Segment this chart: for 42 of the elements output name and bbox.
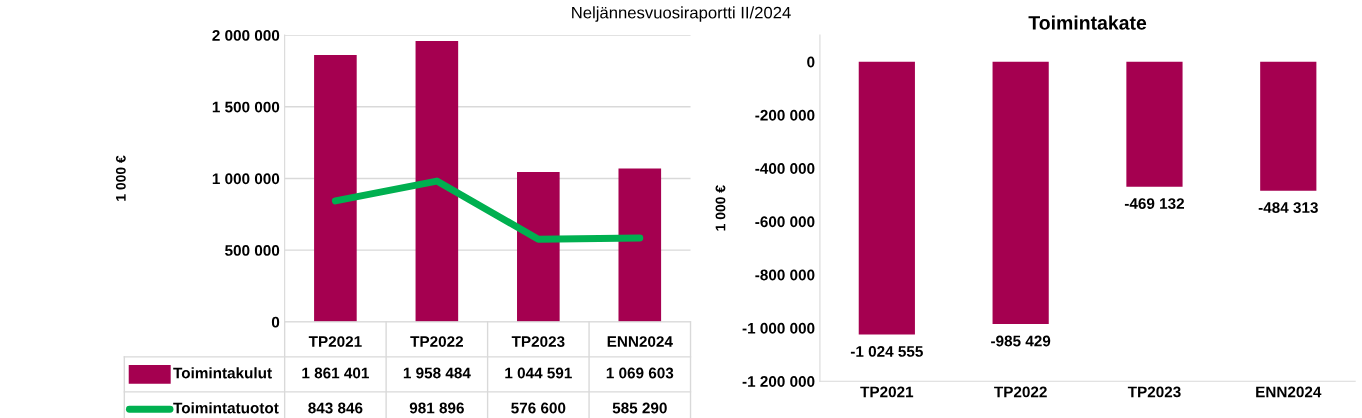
data-label: -985 429 <box>991 335 1051 347</box>
data-label: 1 044 591 <box>505 367 572 379</box>
data-label: 843 846 <box>308 402 363 414</box>
data-label: 1 958 484 <box>403 367 471 379</box>
y-tick-label: -600 000 <box>755 216 815 228</box>
y-tick-label: 1 500 000 <box>212 101 280 113</box>
x-tick-label: TP2021 <box>860 386 914 398</box>
chart-title: Toimintakate <box>1028 15 1147 30</box>
y-tick-label: -800 000 <box>755 269 815 281</box>
data-label: -469 132 <box>1124 198 1185 209</box>
legend-label: Toimintakulut <box>173 367 272 379</box>
y-tick-label: 2 000 000 <box>212 29 280 41</box>
x-tick-label: TP2022 <box>994 386 1047 398</box>
data-label: 1 861 401 <box>302 367 369 379</box>
y-tick-label: 500 000 <box>225 245 280 256</box>
legend-label: Toimintatuotot <box>173 402 279 414</box>
data-label: -484 313 <box>1258 202 1318 214</box>
bar <box>517 172 560 322</box>
y-tick-label: 1 000 000 <box>212 173 280 185</box>
x-tick-label: TP2021 <box>308 336 362 347</box>
x-tick-label: ENN2024 <box>607 336 673 347</box>
y-tick-label: 0 <box>807 56 815 68</box>
bar <box>415 41 459 322</box>
y-axis-title: 1 000 € <box>115 155 126 201</box>
y-tick-label: 0 <box>271 316 280 328</box>
x-tick-label: ENN2024 <box>1256 386 1322 398</box>
data-label: 1 069 603 <box>606 367 674 379</box>
x-tick-label: TP2023 <box>1127 386 1181 398</box>
data-label: 576 600 <box>511 402 566 414</box>
y-tick-label: -1 000 000 <box>742 322 815 334</box>
data-label: 981 896 <box>409 402 464 414</box>
y-axis-title: 1 000 € <box>715 185 726 231</box>
y-tick-label: -200 000 <box>755 109 815 121</box>
bar <box>314 54 357 322</box>
y-tick-label: -1 200 000 <box>742 376 815 387</box>
text: Neljännesvuosiraportti II/2024 <box>572 6 791 22</box>
data-label: -1 024 555 <box>850 346 923 357</box>
bar <box>618 168 662 322</box>
data-label: 585 290 <box>612 402 667 414</box>
y-tick-label: -400 000 <box>755 163 815 174</box>
x-tick-label: TP2022 <box>410 336 464 347</box>
x-tick-label: TP2023 <box>511 336 565 347</box>
